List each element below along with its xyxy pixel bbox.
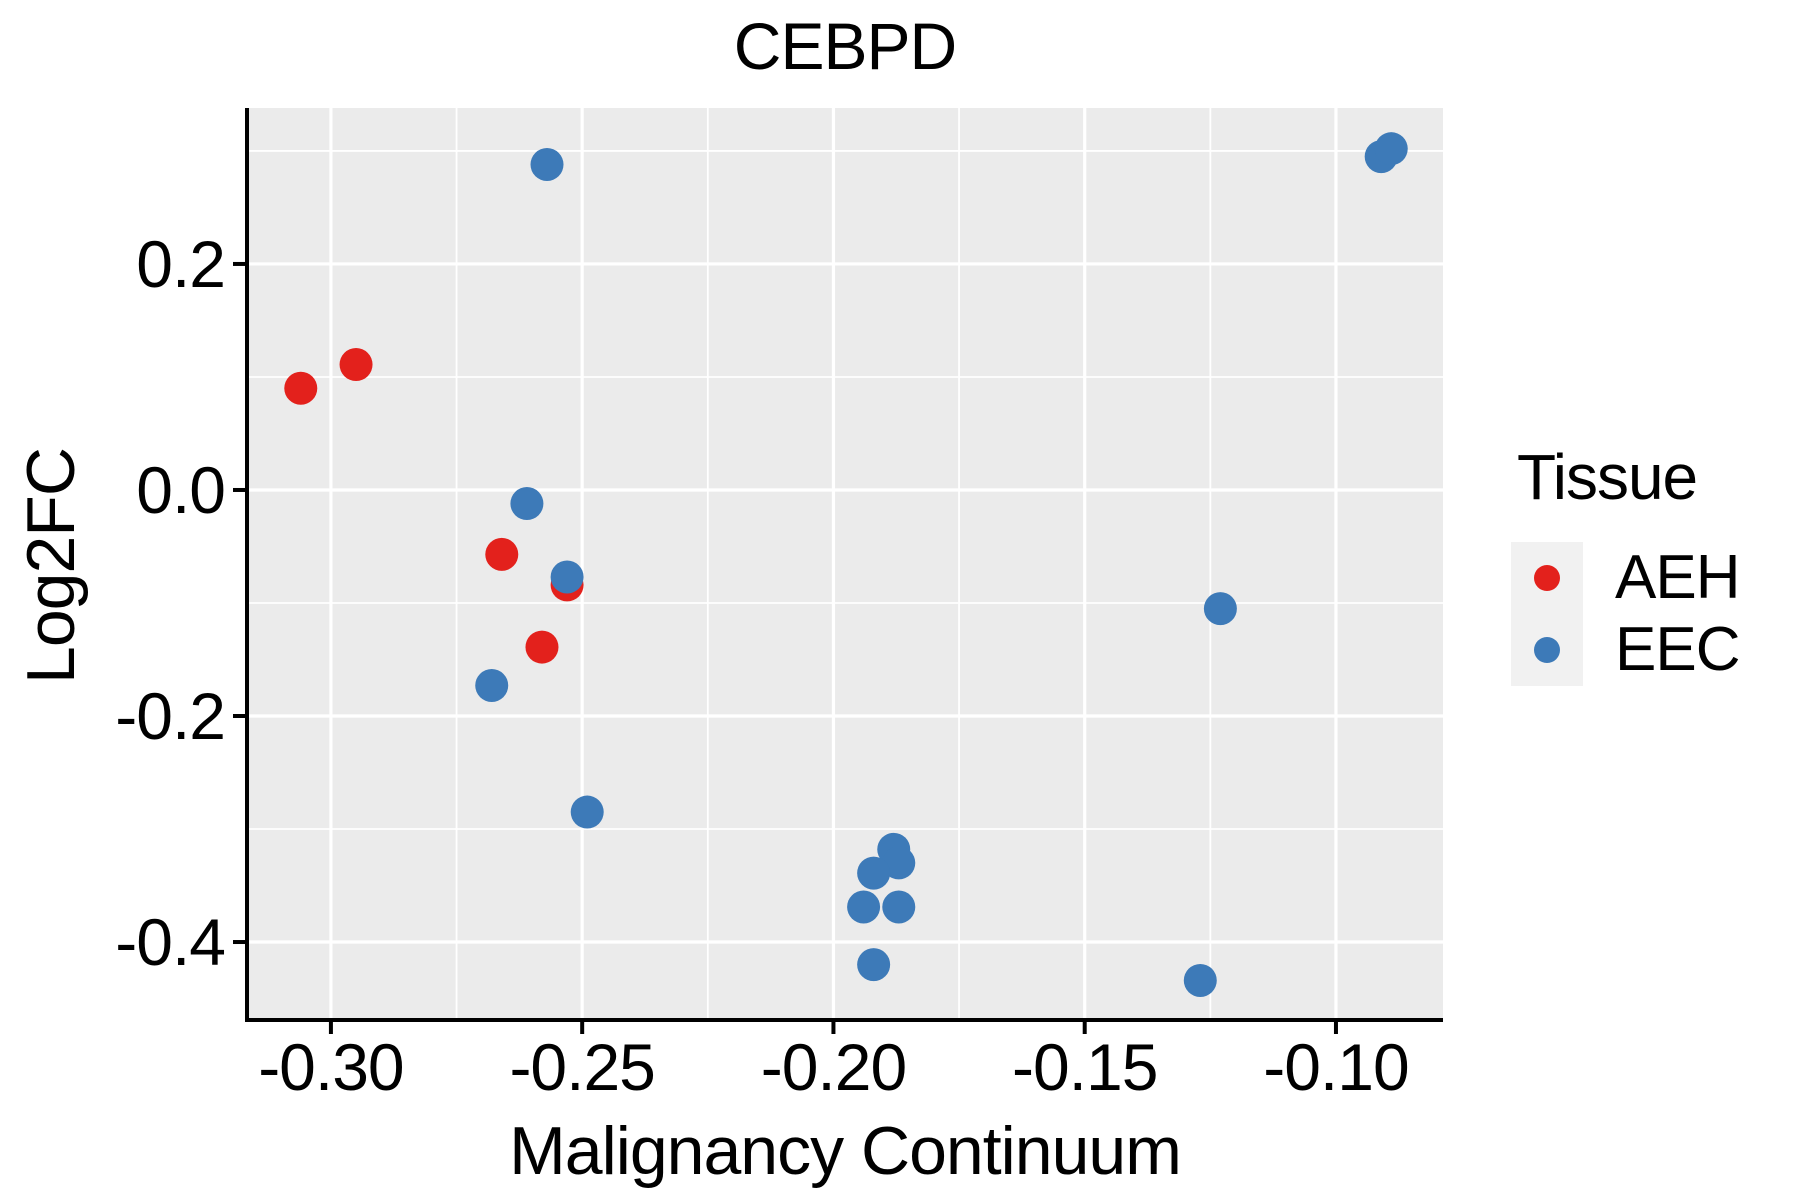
y-axis-label: Log2FC: [13, 448, 89, 684]
point-EEC: [847, 890, 881, 924]
panel-background: [247, 108, 1443, 1020]
point-EEC: [1183, 963, 1217, 997]
y-tick-label: 0.0: [136, 453, 225, 527]
point-AEH: [525, 630, 559, 664]
point-EEC: [857, 948, 891, 982]
legend: Tissue AEH EEC: [1511, 440, 1740, 686]
legend-keys: AEH EEC: [1511, 542, 1740, 686]
point-EEC: [550, 560, 584, 594]
point-EEC: [882, 890, 916, 924]
x-axis-label: Malignancy Continuum: [509, 1113, 1182, 1189]
legend-label-aeh: AEH: [1615, 543, 1740, 612]
legend-key-eec: [1511, 614, 1583, 686]
point-EEC: [530, 148, 564, 182]
point-EEC: [1374, 132, 1408, 166]
aeh-marker-icon: [1534, 565, 1560, 591]
x-tick-label: -0.15: [1012, 1030, 1157, 1104]
x-tick-label: -0.25: [509, 1030, 654, 1104]
x-tick-label: -0.30: [258, 1030, 403, 1104]
point-EEC: [475, 668, 509, 702]
point-AEH: [284, 371, 318, 405]
point-EEC: [1203, 592, 1237, 626]
eec-marker-icon: [1534, 637, 1560, 663]
y-tick-label: -0.2: [115, 679, 225, 753]
legend-label-eec: EEC: [1615, 615, 1740, 684]
legend-item-eec: EEC: [1511, 614, 1740, 686]
legend-title: Tissue: [1517, 441, 1698, 513]
x-tick-label: -0.20: [761, 1030, 906, 1104]
plot-title: CEBPD: [733, 9, 957, 83]
axis-lines: [245, 108, 1443, 1022]
point-EEC: [510, 487, 544, 521]
point-EEC: [570, 795, 604, 829]
legend-item-aeh: AEH: [1511, 542, 1740, 614]
point-AEH: [339, 348, 373, 382]
point-EEC: [882, 846, 916, 880]
point-AEH: [485, 537, 519, 571]
x-tick-label: -0.10: [1263, 1030, 1408, 1104]
y-tick-label: 0.2: [136, 227, 225, 301]
legend-key-aeh: [1511, 542, 1583, 614]
y-tick-label: -0.4: [115, 905, 225, 979]
point-EEC: [857, 856, 891, 890]
